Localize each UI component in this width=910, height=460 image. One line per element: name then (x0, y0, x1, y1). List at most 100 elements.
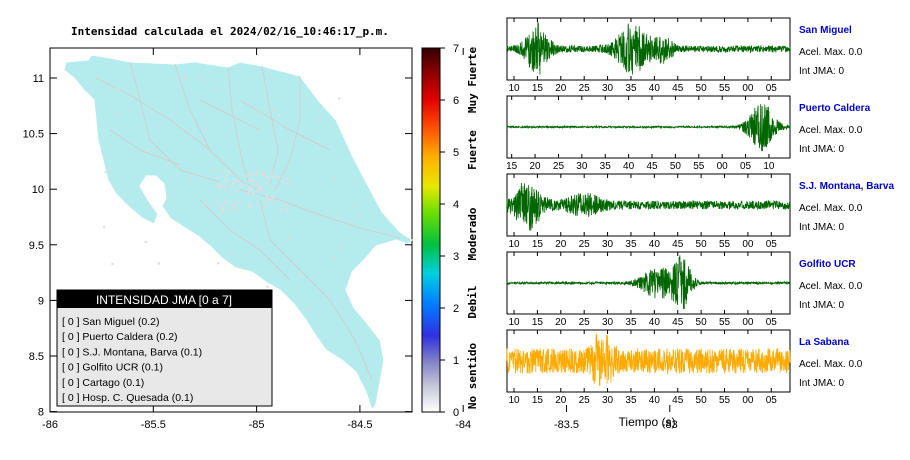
time-tick-label: 05 (766, 317, 778, 328)
time-tick-label: 30 (602, 239, 614, 250)
seismogram-1: 15 20 25 30 35 40 45 50 55 00 05 10 Puerto Caldera Ac… (506, 95, 871, 172)
time-tick-label: 15 (532, 83, 544, 94)
time-tick-label: 20 (555, 395, 567, 406)
time-tick-label: 50 (696, 317, 708, 328)
colorbar-tick: 2 (453, 303, 459, 315)
x-axis-label: Tiempo (s) (619, 415, 676, 429)
colorbar-tick: 4 (453, 199, 459, 211)
accel-max-label: Acel. Max. 0.0 (799, 203, 863, 214)
lat-tick-label: 10.5 (23, 129, 44, 141)
time-tick-label: 00 (717, 161, 729, 172)
lat-tick-label: 8.5 (29, 351, 44, 363)
lon-tick-label: -83.5 (554, 419, 579, 431)
accel-max-label: Acel. Max. 0.0 (799, 125, 863, 136)
time-tick-label: 55 (719, 83, 731, 94)
trace-line (506, 104, 791, 152)
time-tick-label: 20 (530, 161, 542, 172)
time-tick-label: 10 (763, 161, 775, 172)
colorbar-label-debil: Debil (466, 285, 479, 318)
time-tick-label: 55 (719, 395, 731, 406)
time-tick-label: 00 (742, 395, 754, 406)
time-tick-label: 25 (553, 161, 565, 172)
time-tick-label: 55 (693, 161, 705, 172)
legend-item: [ 0 ] Golfito UCR (0.1) (62, 362, 163, 374)
time-tick-label: 00 (742, 317, 754, 328)
lon-tick-label: -85 (249, 419, 265, 431)
time-tick-label: 55 (719, 317, 731, 328)
legend-item: [ 0 ] Cartago (0.1) (62, 377, 144, 389)
lat-tick-label: 8 (38, 407, 44, 419)
lat-tick-label: 9 (38, 295, 44, 307)
station-name: La Sabana (799, 337, 849, 348)
time-tick-label: 00 (742, 83, 754, 94)
time-tick-label: 25 (579, 395, 591, 406)
lat-tick-label: 11 (33, 73, 44, 85)
time-tick-label: 40 (649, 395, 661, 406)
seismogram-2: 10 15 20 25 30 35 40 45 50 55 00 05 S.J. Montana, Ba… (506, 173, 894, 250)
time-tick-label: 30 (602, 83, 614, 94)
time-tick-label: 05 (766, 83, 778, 94)
time-tick-label: 50 (696, 83, 708, 94)
lat-ticks: 11 10.5 10 9.5 9 8.5 8 (23, 73, 412, 419)
time-tick-label: 35 (600, 161, 612, 172)
lon-tick-label: -86 (42, 419, 58, 431)
int-jma-label: Int JMA: 0 (799, 378, 844, 389)
time-tick-label: 35 (625, 239, 637, 250)
time-tick-label: 45 (672, 395, 684, 406)
time-tick-label: 40 (623, 161, 635, 172)
time-tick-label: 45 (672, 83, 684, 94)
time-tick-label: 25 (579, 239, 591, 250)
int-jma-label: Int JMA: 0 (799, 300, 844, 311)
station-name: S.J. Montana, Barva (799, 181, 894, 192)
time-tick-label: 40 (649, 239, 661, 250)
time-tick-label: 25 (579, 317, 591, 328)
trace-line (506, 21, 791, 75)
colorbar: 7 6 5 4 3 2 1 0 Muy Fuerte Fuerte Moderado Debi… (421, 43, 479, 419)
time-tick-label: 30 (602, 395, 614, 406)
accel-max-label: Acel. Max. 0.0 (799, 359, 863, 370)
legend-item: [ 0 ] S.J. Montana, Barva (0.1) (62, 346, 202, 358)
time-tick-label: 20 (555, 317, 567, 328)
time-tick-label: 35 (625, 395, 637, 406)
map-panel: -86 -85.5 -85 -84.5 -84 -83.5 -83 1110.5109.59… (23, 47, 678, 431)
time-tick-label: 35 (625, 317, 637, 328)
station-name: San Miguel (799, 25, 852, 36)
lon-ticks: -86 -85.5 -85 -84.5 -84 -83.5 -83 (42, 48, 678, 431)
time-tick-label: 10 (508, 83, 520, 94)
seismogram-3: 10 15 20 25 30 35 40 45 50 55 00 05 Golfito UCR Acel.… (506, 251, 863, 328)
int-jma-label: Int JMA: 0 (799, 144, 844, 155)
time-tick-label: 35 (625, 83, 637, 94)
time-tick-label: 10 (508, 239, 520, 250)
time-tick-label: 50 (696, 395, 708, 406)
time-tick-label: 20 (555, 239, 567, 250)
time-tick-label: 45 (646, 161, 658, 172)
map-title: Intensidad calculada el 2024/02/16_10:46… (71, 25, 389, 38)
time-tick-label: 10 (508, 317, 520, 328)
seismogram-4: 10 15 20 25 30 35 40 45 50 55 00 05 La Sabana Acel. M… (506, 329, 863, 406)
time-tick-label: 00 (742, 239, 754, 250)
legend-title: INTENSIDAD JMA [0 a 7] (96, 293, 232, 307)
accel-max-label: Acel. Max. 0.0 (799, 281, 863, 292)
lon-tick-label: -84 (455, 419, 471, 431)
colorbar-label-muy-fuerte: Muy Fuerte (466, 47, 479, 114)
time-tick-label: 45 (672, 317, 684, 328)
time-tick-label: 40 (649, 317, 661, 328)
time-tick-label: 50 (696, 239, 708, 250)
colorbar-tick: 6 (453, 95, 459, 107)
station-name: Golfito UCR (799, 259, 856, 270)
time-tick-label: 55 (719, 239, 731, 250)
time-tick-label: 30 (576, 161, 588, 172)
colorbar-tick: 5 (453, 147, 459, 159)
accel-max-label: Acel. Max. 0.0 (799, 47, 863, 58)
time-tick-label: 15 (532, 395, 544, 406)
intensity-legend: INTENSIDAD JMA [0 a 7] [ 0 ] San Miguel … (56, 289, 273, 407)
trace-line (506, 255, 791, 310)
time-tick-label: 10 (508, 395, 520, 406)
lat-tick-label: 10 (32, 184, 44, 196)
colorbar-label-moderado: Moderado (466, 207, 479, 260)
time-tick-label: 05 (740, 161, 752, 172)
time-tick-label: 05 (766, 395, 778, 406)
time-tick-label: 40 (649, 83, 661, 94)
trace-line (506, 333, 791, 386)
